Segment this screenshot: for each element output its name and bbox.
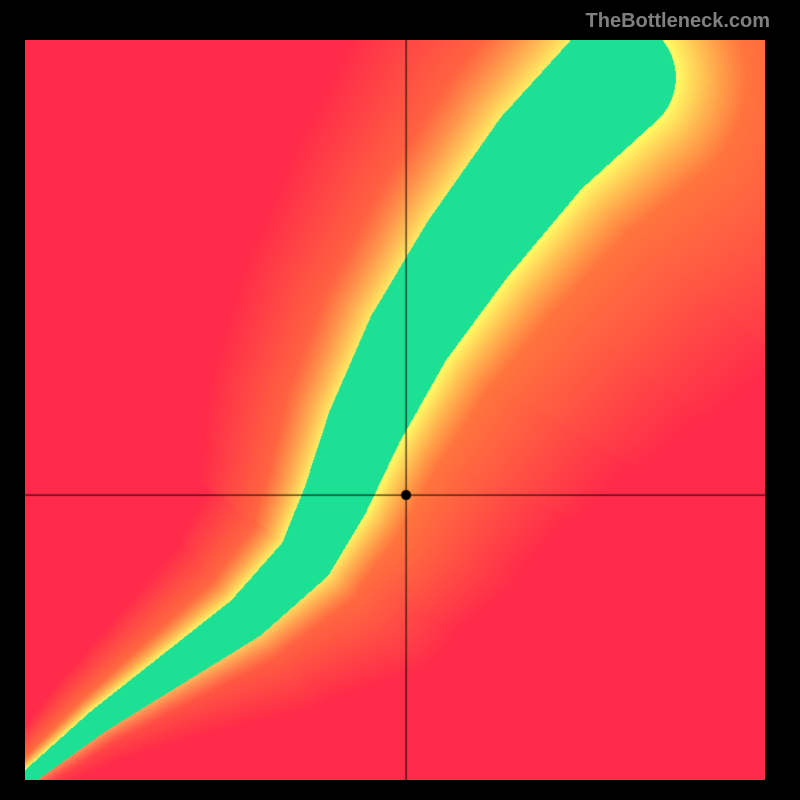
watermark-text: TheBottleneck.com bbox=[586, 10, 770, 33]
heatmap-plot bbox=[25, 40, 765, 780]
heatmap-canvas bbox=[25, 40, 765, 780]
